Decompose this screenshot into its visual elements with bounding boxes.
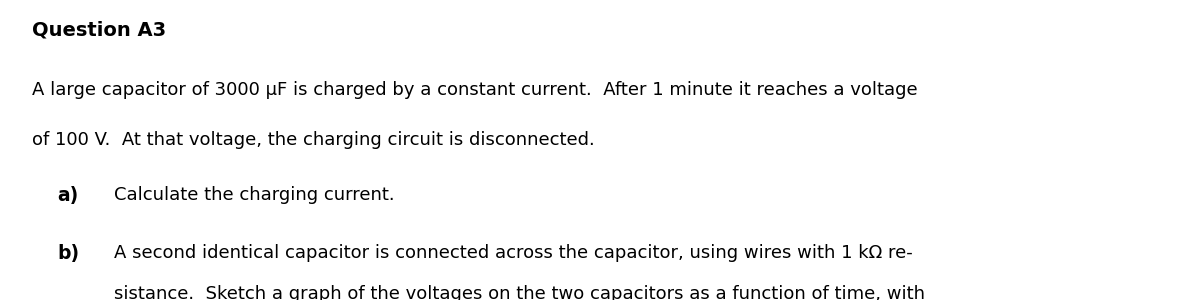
Text: sistance.  Sketch a graph of the voltages on the two capacitors as a function of: sistance. Sketch a graph of the voltages… xyxy=(114,285,925,300)
Text: a): a) xyxy=(58,186,79,205)
Text: b): b) xyxy=(58,244,79,263)
Text: A large capacitor of 3000 μF is charged by a constant current.  After 1 minute i: A large capacitor of 3000 μF is charged … xyxy=(32,81,918,99)
Text: A second identical capacitor is connected across the capacitor, using wires with: A second identical capacitor is connecte… xyxy=(114,244,913,262)
Text: Question A3: Question A3 xyxy=(32,21,167,40)
Text: of 100 V.  At that voltage, the charging circuit is disconnected.: of 100 V. At that voltage, the charging … xyxy=(32,130,595,148)
Text: Calculate the charging current.: Calculate the charging current. xyxy=(114,186,395,204)
